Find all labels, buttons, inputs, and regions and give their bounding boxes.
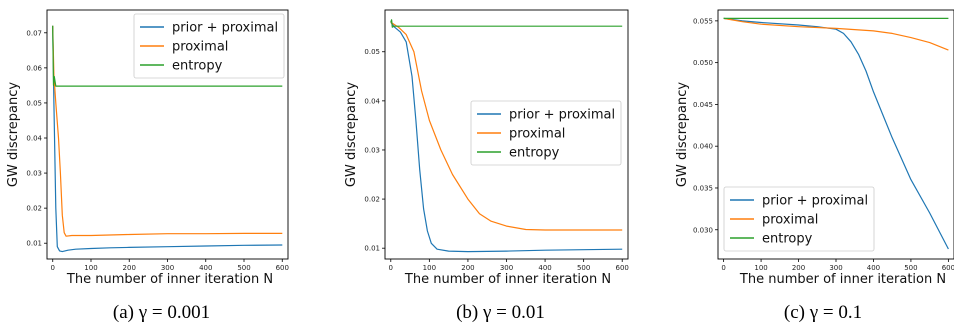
panel-caption: (c) γ = 0.1 — [784, 302, 862, 323]
x-tick-label: 400 — [538, 264, 551, 272]
y-tick-label: 0.01 — [26, 240, 42, 248]
legend-entry: prior + proximal — [509, 108, 615, 123]
series-line-proximal — [52, 25, 283, 237]
legend-entry: entropy — [172, 59, 223, 74]
x-tick-label: 300 — [500, 264, 513, 272]
series-line-prior-proximal — [390, 21, 623, 253]
y-tick-label: 0.05 — [364, 48, 380, 56]
y-tick-label: 0.04 — [26, 135, 42, 143]
panel-caption: (a) γ = 0.001 — [113, 302, 210, 323]
y-tick-label: 0.03 — [364, 146, 380, 154]
x-tick-label: 400 — [199, 264, 212, 272]
x-tick-label: 0 — [389, 264, 393, 272]
legend-box — [470, 100, 622, 166]
x-tick-label: 100 — [754, 264, 767, 272]
legend-box — [723, 186, 875, 252]
y-tick-label: 0.03 — [26, 170, 42, 178]
y-tick-label: 0.07 — [26, 29, 42, 37]
x-tick-label: 400 — [867, 264, 880, 272]
x-axis-label: The number of inner iteration N — [66, 272, 273, 287]
y-tick-label: 0.035 — [693, 184, 713, 192]
series-line-proximal — [390, 21, 623, 231]
y-tick-label: 0.05 — [26, 99, 42, 107]
x-tick-label: 500 — [237, 264, 250, 272]
panel-caption: (b) γ = 0.01 — [456, 302, 545, 323]
chart-panel-2: 0 100 200 300 400 500 600 0.01 0.02 0.03 0.04 0.05 T… — [344, 9, 629, 323]
x-tick-label: 600 — [942, 264, 954, 272]
x-tick-label: 600 — [276, 264, 289, 272]
series-line-proximal — [723, 17, 949, 51]
legend-entry: proximal — [762, 213, 818, 228]
legend-box — [133, 13, 285, 79]
legend-entry: prior + proximal — [762, 194, 868, 209]
chart-panel-3: 0 100 200 300 400 500 600 0.030 0.035 0.040 0.045 0… — [675, 9, 954, 323]
y-tick-label: 0.04 — [364, 97, 380, 105]
legend-entry: proximal — [509, 127, 565, 142]
legend-entry: entropy — [762, 232, 813, 247]
x-tick-label: 200 — [792, 264, 805, 272]
series-line-entropy — [390, 19, 623, 28]
x-tick-label: 100 — [84, 264, 97, 272]
y-tick-label: 0.040 — [693, 143, 713, 151]
x-tick-label: 500 — [904, 264, 917, 272]
x-tick-label: 0 — [51, 264, 55, 272]
legend: prior + proximal proximal entropy — [133, 13, 285, 79]
legend-entry: proximal — [172, 40, 228, 55]
legend-entry: prior + proximal — [172, 21, 278, 36]
series-line-prior-proximal — [723, 17, 949, 250]
y-tick-label: 0.050 — [693, 59, 713, 67]
x-tick-label: 200 — [123, 264, 136, 272]
x-axis-label: The number of inner iteration N — [739, 272, 946, 287]
x-tick-label: 200 — [461, 264, 474, 272]
y-tick-label: 0.02 — [26, 205, 42, 213]
y-tick-label: 0.030 — [693, 226, 713, 234]
x-tick-label: 300 — [161, 264, 174, 272]
x-tick-label: 600 — [616, 264, 629, 272]
y-axis-label: GW discrepancy — [6, 82, 21, 188]
legend-entry: entropy — [509, 146, 560, 161]
x-tick-label: 300 — [829, 264, 842, 272]
chart-panel-1: 0 100 200 300 400 500 600 0.01 0.02 0.03 0.04 0.05 0… — [6, 9, 289, 323]
y-axis-label: GW discrepancy — [344, 82, 359, 188]
legend: prior + proximal proximal entropy — [470, 100, 622, 166]
y-tick-label: 0.02 — [364, 196, 380, 204]
series-line-entropy — [52, 25, 283, 87]
y-tick-label: 0.06 — [26, 64, 42, 72]
y-tick-label: 0.045 — [693, 101, 713, 109]
legend: prior + proximal proximal entropy — [723, 186, 875, 252]
x-axis-label: The number of inner iteration N — [404, 272, 611, 287]
x-tick-label: 0 — [721, 264, 725, 272]
x-tick-label: 100 — [423, 264, 436, 272]
y-tick-label: 0.055 — [693, 17, 713, 25]
series-line-prior-proximal — [52, 25, 283, 253]
y-tick-label: 0.01 — [364, 245, 380, 253]
x-tick-label: 500 — [577, 264, 590, 272]
y-axis-label: GW discrepancy — [675, 82, 690, 188]
